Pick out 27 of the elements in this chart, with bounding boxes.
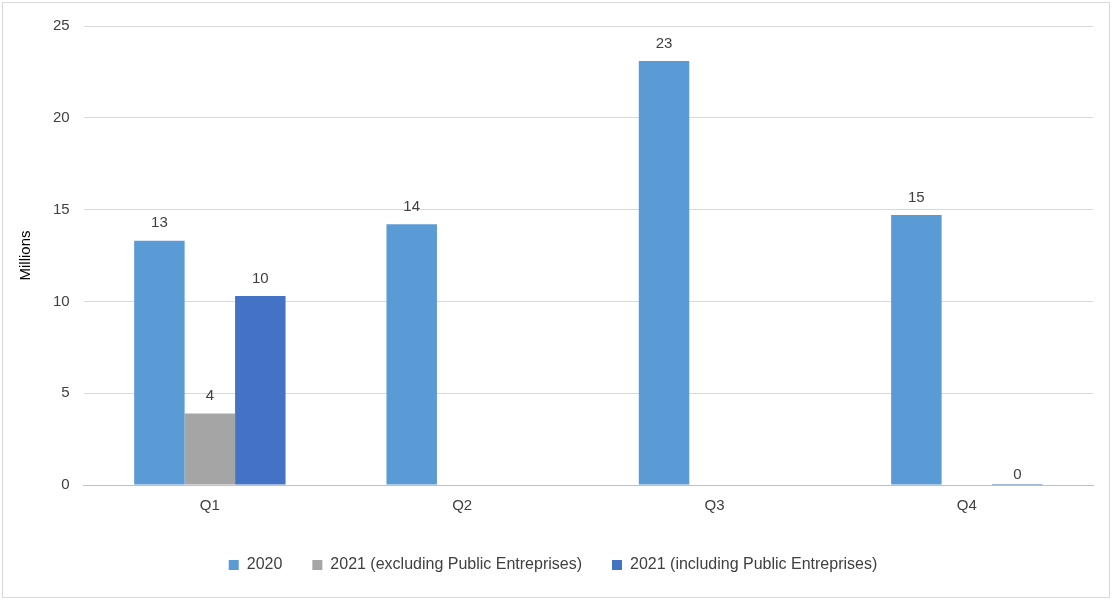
x-tick-label: Q3 [704, 496, 725, 514]
data-label: 15 [908, 187, 925, 205]
data-label: 13 [151, 213, 168, 231]
x-tick-label: Q1 [199, 496, 220, 514]
bar [134, 240, 185, 485]
y-tick-label: 15 [53, 199, 70, 217]
bar [235, 295, 286, 485]
y-tick-label: 20 [53, 107, 70, 125]
data-label: 10 [251, 268, 269, 286]
y-tick-label: 25 [53, 16, 70, 34]
x-tick-label: Q4 [956, 496, 977, 514]
y-tick-label: 10 [53, 291, 70, 309]
y-tick-label: 5 [61, 383, 70, 401]
legend-label: 2021 (including Public Entreprises) [630, 555, 878, 573]
legend-label: 2020 [246, 555, 283, 573]
bar [891, 215, 942, 485]
legend-label: 2021 (excluding Public Entreprises) [330, 555, 583, 573]
bar [638, 60, 690, 485]
x-tick-label: Q2 [452, 496, 473, 514]
data-label: 0 [1013, 464, 1022, 482]
data-label: 4 [205, 386, 215, 404]
data-label: 14 [403, 196, 421, 214]
y-axis-title: Millions [16, 230, 34, 281]
data-label: 23 [655, 33, 673, 51]
bar [184, 413, 236, 485]
bar [386, 224, 437, 485]
y-tick-label: 0 [61, 475, 70, 493]
